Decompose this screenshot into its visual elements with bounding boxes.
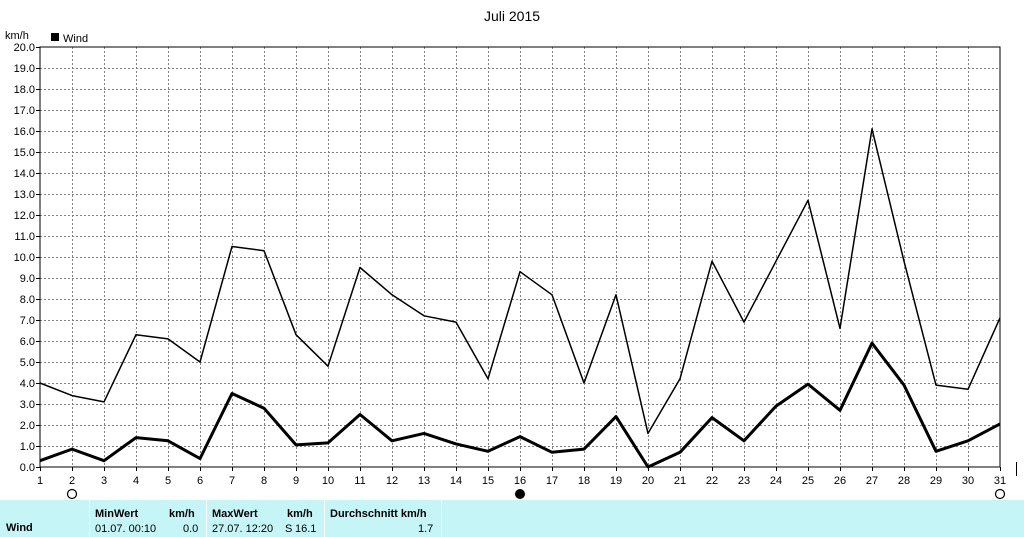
x-tick-label: 27	[866, 475, 878, 487]
max-direction: S	[285, 523, 293, 535]
min-value: 0.0	[183, 523, 199, 535]
y-tick-label: 2.0	[20, 420, 35, 432]
max-time: 27.07. 12:20	[212, 523, 274, 535]
max-unit: km/h	[287, 508, 313, 520]
y-tick-label: 11.0	[14, 231, 35, 243]
x-tick-label: 6	[197, 475, 203, 487]
y-tick-label: 14.0	[14, 168, 35, 180]
x-tick-label: 29	[930, 475, 942, 487]
day-marker	[515, 489, 525, 499]
x-tick-label: 4	[133, 475, 139, 487]
x-tick-label: 18	[578, 475, 590, 487]
summary-row-label: Wind	[6, 522, 33, 534]
x-tick-label: 23	[738, 475, 750, 487]
separator	[441, 500, 442, 537]
chart-title: Juli 2015	[484, 8, 540, 24]
x-tick-label: 10	[322, 475, 334, 487]
x-tick-label: 26	[834, 475, 846, 487]
min-time: 01.07. 00:10	[95, 523, 157, 535]
y-tick-label: 3.0	[20, 399, 35, 411]
series-line-1	[39, 128, 1001, 435]
separator	[206, 500, 207, 537]
separator	[324, 500, 325, 537]
y-tick-label: 18.0	[14, 84, 35, 96]
y-tick-label: 4.0	[20, 378, 35, 390]
x-tick-label: 9	[293, 475, 299, 487]
marker-group	[66, 488, 1006, 500]
y-axis-unit: km/h	[5, 30, 29, 42]
x-tick-label: 2	[69, 475, 75, 487]
x-tick-label: 15	[482, 475, 494, 487]
x-tick-label: 1	[37, 475, 43, 487]
y-tick-label: 0.0	[20, 462, 35, 474]
x-tick-label: 7	[229, 475, 235, 487]
avg-value: 1.7	[418, 523, 434, 535]
x-tick-label: 12	[386, 475, 398, 487]
x-tick-label: 3	[101, 475, 107, 487]
x-tick-label: 22	[706, 475, 718, 487]
y-tick-label: 5.0	[20, 357, 35, 369]
x-tick-label: 5	[165, 475, 171, 487]
x-tick-label: 13	[418, 475, 430, 487]
separator	[89, 500, 90, 537]
y-tick-label: 8.0	[20, 294, 35, 306]
y-tick-label: 20.0	[14, 42, 35, 54]
y-tick-label: 6.0	[20, 336, 35, 348]
x-tick-label: 21	[674, 475, 686, 487]
max-value: 16.1	[295, 523, 317, 535]
day-marker	[66, 488, 78, 500]
grid	[40, 47, 1000, 467]
y-tick-label: 1.0	[20, 441, 35, 453]
x-tick-label: 24	[770, 475, 782, 487]
wind-chart: Juli 2015 km/h Wind 0.0 1.0 2.0 3.0 4.0 5.0 6.…	[5, 8, 1017, 500]
y-tick-label: 19.0	[14, 63, 35, 75]
y-tick-label: 9.0	[20, 273, 35, 285]
x-tick-label: 14	[450, 475, 462, 487]
x-tick-label: 17	[546, 475, 558, 487]
min-header: MinWert	[95, 508, 139, 520]
x-tick-label: 19	[610, 475, 622, 487]
x-tick-label: 30	[962, 475, 974, 487]
x-tick-label: 20	[642, 475, 654, 487]
x-axis-ticks: 1 2 3 4 5 6 7 8 9 10 11 12 13 14 15 16 17 18 19 20 21 22 23 24 2…	[37, 467, 1006, 487]
min-unit: km/h	[169, 508, 195, 520]
y-axis-ticks: 0.0 1.0 2.0 3.0 4.0 5.0 6.0 7.0 8.0 9.0 10.0 11.0 12…	[14, 42, 40, 474]
x-tick-label: 28	[898, 475, 910, 487]
legend-label: Wind	[63, 33, 88, 45]
series-line-2	[39, 341, 1001, 469]
y-tick-label: 10.0	[14, 252, 35, 264]
summary-panel: Wind MinWert km/h 01.07. 00:10 0.0 MaxWe…	[0, 500, 1024, 537]
avg-header: Durchschnitt km/h	[330, 508, 427, 520]
y-tick-label: 16.0	[14, 126, 35, 138]
y-tick-label: 15.0	[14, 147, 35, 159]
y-tick-label: 13.0	[14, 189, 35, 201]
x-tick-label: 8	[261, 475, 267, 487]
x-tick-label: 25	[802, 475, 814, 487]
x-tick-label: 31	[994, 475, 1006, 487]
y-tick-label: 17.0	[14, 105, 35, 117]
plot-area-frame	[39, 46, 1001, 468]
x-tick-label: 11	[354, 475, 365, 487]
max-header: MaxWert	[212, 508, 258, 520]
y-tick-label: 12.0	[14, 210, 35, 222]
legend-swatch	[51, 33, 59, 41]
y-tick-label: 7.0	[20, 315, 35, 327]
x-tick-label: 16	[514, 475, 526, 487]
day-marker	[994, 488, 1006, 500]
series-group	[39, 128, 1001, 469]
